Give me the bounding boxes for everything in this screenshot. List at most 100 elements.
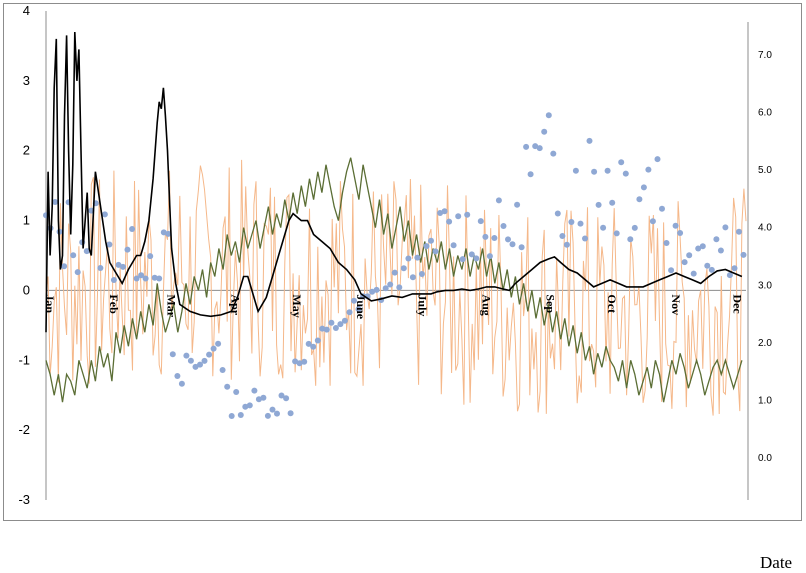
scatter-dot	[695, 245, 702, 252]
left-tick-label: -1	[18, 352, 30, 367]
scatter-dot	[373, 286, 380, 293]
month-label-apr: Apr	[228, 294, 242, 315]
month-label-may: May	[290, 294, 304, 317]
scatter-dot	[332, 325, 339, 331]
scatter-dot	[233, 389, 240, 395]
left-tick-label: 3	[23, 73, 30, 88]
chart-frame	[3, 3, 802, 521]
scatter-dot	[736, 228, 742, 235]
scatter-dot	[409, 274, 416, 281]
scatter-dot	[518, 244, 525, 251]
scatter-dot	[613, 230, 620, 237]
scatter-dot	[681, 259, 688, 266]
scatter-dot	[341, 317, 348, 324]
scatter-dot	[722, 224, 729, 231]
scatter-dot	[595, 201, 602, 208]
scatter-dot	[486, 253, 493, 260]
scatter-dot	[138, 272, 145, 279]
scatter-dot	[255, 396, 262, 403]
scatter-dot	[323, 326, 330, 333]
scatter-dot	[346, 309, 353, 316]
scatter-dot	[97, 265, 104, 271]
scatter-dot	[124, 246, 131, 253]
scatter-dot	[169, 351, 176, 358]
scatter-dot	[446, 218, 453, 225]
scatter-dot	[532, 143, 539, 150]
scatter-dot	[396, 284, 403, 291]
scatter-dot	[455, 213, 462, 220]
scatter-dot	[609, 199, 616, 206]
scatter-dot	[686, 252, 693, 259]
scatter-dot	[197, 361, 203, 368]
scatter-dot	[563, 241, 570, 248]
scatter-dot	[631, 224, 638, 231]
scatter-dot	[464, 211, 471, 218]
scatter-dot	[101, 211, 108, 218]
scatter-dot	[572, 167, 579, 174]
scatter-dot	[418, 271, 425, 277]
scatter-dot	[287, 410, 294, 417]
scatter-dot	[83, 248, 90, 255]
scatter-dot	[274, 410, 280, 417]
scatter-dot	[301, 358, 308, 365]
scatter-dot	[355, 306, 362, 313]
scatter-dot	[305, 340, 312, 347]
scatter-dot	[328, 319, 335, 326]
left-tick-label: -3	[18, 492, 30, 507]
scatter-dot	[545, 112, 552, 119]
scatter-dot	[627, 236, 634, 243]
scatter-dot	[514, 201, 521, 208]
scatter-dot	[509, 241, 516, 248]
scatter-dot	[495, 197, 502, 204]
scatter-dot	[640, 184, 647, 191]
left-tick-label: 4	[23, 3, 30, 18]
x-axis-title: Date	[760, 553, 793, 572]
scatter-dot	[731, 265, 738, 272]
scatter-dot	[604, 167, 611, 174]
scatter-dot	[296, 360, 303, 367]
right-tick-label: 3.0	[758, 280, 772, 291]
month-label-feb: Feb	[107, 294, 121, 314]
scatter-dot	[441, 208, 448, 215]
scatter-dot	[726, 272, 733, 279]
scatter-dot	[423, 243, 430, 250]
scatter-dot	[206, 351, 213, 358]
scatter-dot	[183, 352, 190, 359]
scatter-dot	[133, 275, 140, 282]
scatter-dot	[649, 218, 656, 225]
scatter-dot	[536, 145, 543, 152]
scatter-dot	[704, 262, 711, 269]
scatter-dot	[142, 275, 149, 282]
right-tick-label: 6.0	[758, 108, 772, 119]
scatter-dot	[690, 270, 697, 277]
scatter-dot	[224, 383, 231, 390]
scatter-dot	[482, 233, 489, 240]
left-tick-label: 0	[23, 282, 30, 297]
scatter-dot	[554, 210, 561, 217]
scatter-dot	[283, 395, 290, 402]
right-tick-label: 1.0	[758, 395, 772, 406]
scatter-dot	[654, 156, 661, 163]
scatter-dot	[559, 233, 566, 239]
right-tick-label: 0.0	[758, 453, 772, 464]
scatter-dot	[586, 137, 593, 144]
scatter-dot	[527, 171, 534, 178]
scatter-dot	[636, 196, 643, 203]
scatter-dot	[310, 343, 317, 350]
scatter-dot	[319, 325, 326, 332]
scatter-dot	[668, 267, 675, 274]
month-label-mar: Mar	[164, 294, 178, 317]
scatter-dot	[400, 265, 407, 272]
scatter-dot	[264, 412, 271, 419]
scatter-dot	[437, 210, 444, 216]
month-label-jan: Jan	[43, 294, 57, 313]
scatter-dot	[147, 253, 154, 260]
scatter-dot	[428, 237, 434, 244]
scatter-dot	[115, 261, 122, 268]
scatter-dot	[260, 394, 267, 401]
scatter-dot	[70, 252, 77, 259]
scatter-dot	[577, 220, 584, 227]
right-tick-label: 2.0	[758, 338, 772, 349]
scatter-dot	[591, 168, 598, 175]
